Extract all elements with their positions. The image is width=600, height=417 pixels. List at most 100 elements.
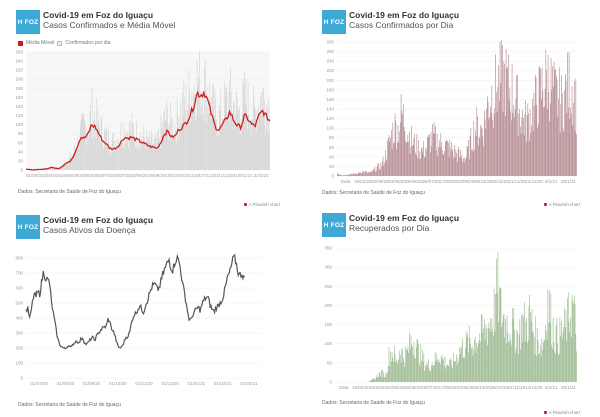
- bar-confirmed: [503, 61, 505, 176]
- bar-confirmed: [149, 137, 151, 170]
- bar-recovered: [560, 335, 562, 382]
- bar-confirmed: [527, 103, 529, 176]
- flourish-credit[interactable]: A Flourish chart: [543, 410, 580, 415]
- x-tick-label: 14/12/20: [525, 179, 543, 184]
- bar-confirmed: [486, 108, 487, 176]
- bar-confirmed: [547, 108, 548, 176]
- bar-recovered: [499, 287, 501, 382]
- bar-confirmed: [216, 136, 218, 170]
- x-tick-label: 01/08/20: [57, 381, 75, 386]
- hfoz-logo: H FOZ: [322, 10, 346, 34]
- x-tick-label: 26/10/20: [491, 179, 509, 184]
- bar-confirmed: [541, 99, 542, 176]
- bar-recovered: [533, 332, 534, 382]
- bar-recovered: [418, 343, 419, 382]
- bar-recovered: [526, 318, 527, 382]
- bar-confirmed: [563, 131, 565, 176]
- bar-confirmed: [79, 143, 80, 170]
- x-tick-label: 22/2/21: [254, 173, 270, 178]
- bar-confirmed: [358, 172, 359, 176]
- bar-confirmed: [167, 107, 168, 170]
- bar-recovered: [538, 354, 540, 382]
- bar-confirmed: [474, 149, 475, 176]
- y-tick-label: 100: [15, 361, 23, 366]
- bar-confirmed: [422, 152, 424, 176]
- bar-confirmed: [81, 113, 83, 170]
- legend-label-confirmed[interactable]: Confirmados por dia: [65, 40, 111, 46]
- bar-confirmed: [375, 171, 376, 176]
- bar-recovered: [390, 361, 392, 382]
- bar-confirmed: [415, 152, 416, 176]
- bar-recovered: [437, 359, 438, 382]
- x-tick-label: 06/10/20: [474, 179, 492, 184]
- x-tick-label: 15/05/20: [369, 385, 387, 390]
- bar-confirmed: [426, 149, 427, 176]
- legend-label-moving-average[interactable]: Média Móvel: [26, 40, 55, 46]
- bar-recovered: [459, 354, 461, 382]
- bar-confirmed: [499, 101, 500, 176]
- bar-confirmed: [448, 142, 449, 176]
- x-tick-label: 27/11/20: [200, 173, 218, 178]
- bar-confirmed: [144, 137, 145, 170]
- bar-recovered: [427, 364, 428, 382]
- chart-panel-confirmed-per-day: H FOZ Covid-19 em Foz do Iguaçu Casos Co…: [315, 0, 600, 210]
- x-tick-label: 01/09/20: [83, 381, 101, 386]
- bar-confirmed: [367, 172, 368, 176]
- bar-confirmed: [519, 108, 520, 176]
- bar-confirmed: [137, 148, 139, 170]
- bar-confirmed: [221, 118, 223, 170]
- bar-confirmed: [406, 141, 408, 176]
- bar-confirmed: [250, 134, 252, 170]
- bar-confirmed: [267, 106, 268, 170]
- bar-confirmed: [480, 124, 481, 176]
- flourish-credit[interactable]: A Flourish chart: [243, 202, 280, 207]
- bar-confirmed: [492, 119, 493, 176]
- bar-confirmed: [473, 120, 475, 176]
- bar-recovered: [458, 361, 459, 382]
- bar-confirmed: [460, 150, 461, 176]
- bar-recovered: [523, 316, 524, 382]
- bar-confirmed: [390, 137, 391, 176]
- chart-confirmed-moving-average: 0 20 40 60 80 100 120 140 160 180 200 220 240 260 01/0…: [15, 50, 271, 178]
- flourish-credit[interactable]: A Flourish chart: [543, 202, 580, 207]
- bar-confirmed: [85, 123, 86, 170]
- chart-subtitle: Casos Ativos da Doença: [43, 225, 136, 235]
- bar-confirmed: [200, 91, 202, 170]
- bar-recovered: [487, 345, 488, 382]
- bar-confirmed: [108, 129, 109, 170]
- bar-confirmed: [520, 133, 522, 176]
- bar-recovered: [514, 353, 516, 382]
- bar-recovered: [382, 377, 384, 382]
- bar-confirmed: [406, 142, 407, 176]
- bar-confirmed: [79, 125, 81, 170]
- bar-confirmed: [180, 100, 182, 170]
- chart-header: H FOZ Covid-19 em Foz do Iguaçu Recupera…: [322, 213, 459, 239]
- bar-confirmed: [524, 113, 526, 176]
- y-tick-label: 100: [326, 126, 334, 131]
- bar-confirmed: [562, 128, 564, 176]
- bar-confirmed: [170, 117, 172, 170]
- bar-recovered: [561, 338, 563, 382]
- bar-confirmed: [568, 107, 569, 176]
- chart-title: Covid-19 em Foz do Iguaçu: [43, 10, 154, 20]
- bar-confirmed: [101, 116, 103, 170]
- bar-recovered: [415, 347, 417, 382]
- bar-confirmed: [157, 137, 159, 170]
- bar-confirmed: [226, 88, 228, 170]
- bar-confirmed: [165, 122, 167, 170]
- bar-confirmed: [171, 139, 173, 170]
- bar-confirmed: [125, 132, 126, 170]
- bar-confirmed: [386, 159, 388, 176]
- bar-confirmed: [544, 88, 546, 176]
- bar-confirmed: [446, 139, 448, 176]
- bar-recovered: [573, 303, 574, 382]
- x-tick-label: 10/09/20: [456, 385, 474, 390]
- bar-confirmed: [65, 164, 66, 170]
- bar-confirmed: [243, 84, 245, 170]
- bar-confirmed: [469, 135, 471, 176]
- bar-confirmed: [150, 130, 152, 170]
- bar-confirmed: [116, 138, 118, 170]
- bar-recovered: [475, 352, 477, 382]
- bar-confirmed: [442, 154, 444, 176]
- bar-recovered: [571, 294, 573, 382]
